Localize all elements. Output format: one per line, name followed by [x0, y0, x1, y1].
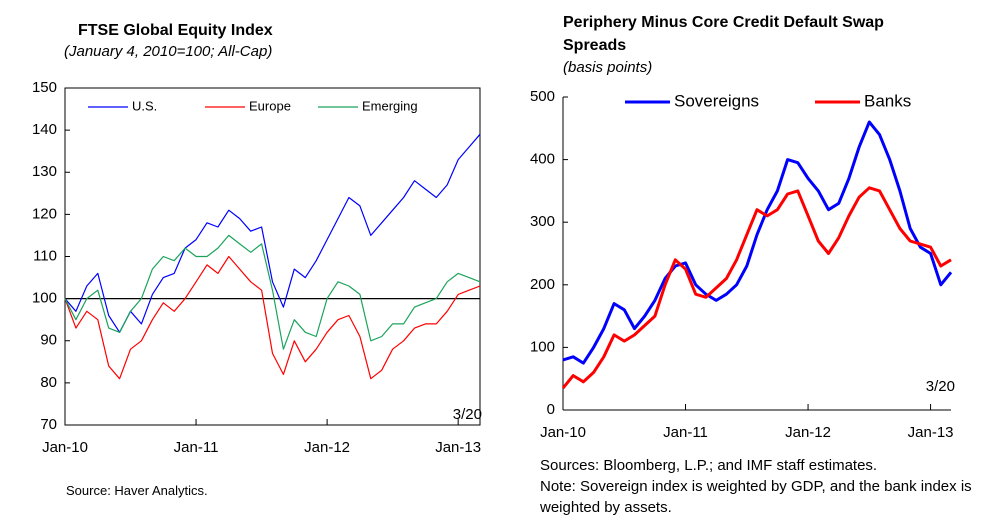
y-tick-label: 130 [32, 163, 57, 180]
y-tick-label: 100 [530, 338, 555, 355]
x-tick-label: Jan-10 [540, 424, 586, 441]
chart-subtitle: (basis points) [563, 59, 653, 76]
legend-label: Banks [864, 91, 911, 110]
legend-label: Europe [249, 98, 291, 113]
x-tick-label: Jan-12 [785, 424, 831, 441]
y-tick-label: 100 [32, 290, 57, 307]
annotation: 3/20 [926, 378, 955, 395]
x-tick-label: Jan-13 [908, 424, 954, 441]
y-tick-label: 70 [40, 416, 57, 433]
chart-subtitle: (January 4, 2010=100; All-Cap) [64, 43, 273, 60]
chart-title: Periphery Minus Core Credit Default Swap… [563, 14, 884, 54]
series-line [64, 133, 481, 333]
y-tick-label: 110 [33, 247, 57, 264]
y-tick-label: 400 [530, 151, 555, 168]
y-tick-label: 80 [40, 374, 57, 391]
legend-label: Sovereigns [674, 91, 759, 110]
y-tick-label: 150 [32, 79, 57, 96]
y-tick-label: 300 [530, 213, 555, 230]
x-tick-label: Jan-13 [435, 439, 481, 456]
x-tick-label: Jan-10 [42, 439, 88, 456]
annotation: 3/20 [453, 406, 482, 423]
series-line [561, 186, 952, 390]
series-line [562, 120, 953, 365]
source: Source: Haver Analytics. [66, 483, 208, 498]
y-tick-label: 0 [547, 401, 555, 418]
series-line [64, 234, 481, 350]
note: Note: Sovereign index is weighted by GDP… [540, 478, 972, 516]
y-tick-label: 500 [530, 88, 555, 105]
y-tick-label: 200 [530, 276, 555, 293]
plot-frame [64, 87, 481, 426]
y-tick-label: 140 [32, 121, 57, 138]
x-tick-label: Jan-11 [663, 424, 708, 441]
chart-title: FTSE Global Equity Index [78, 22, 273, 39]
note: Sources: Bloomberg, L.P.; and IMF staff … [540, 457, 878, 474]
legend-label: U.S. [132, 98, 157, 113]
series-line [64, 255, 481, 380]
x-tick-label: Jan-12 [304, 439, 350, 456]
legend-label: Emerging [362, 98, 418, 113]
y-tick-label: 120 [32, 205, 57, 222]
y-tick-label: 90 [40, 332, 57, 349]
x-tick-label: Jan-11 [174, 439, 219, 456]
